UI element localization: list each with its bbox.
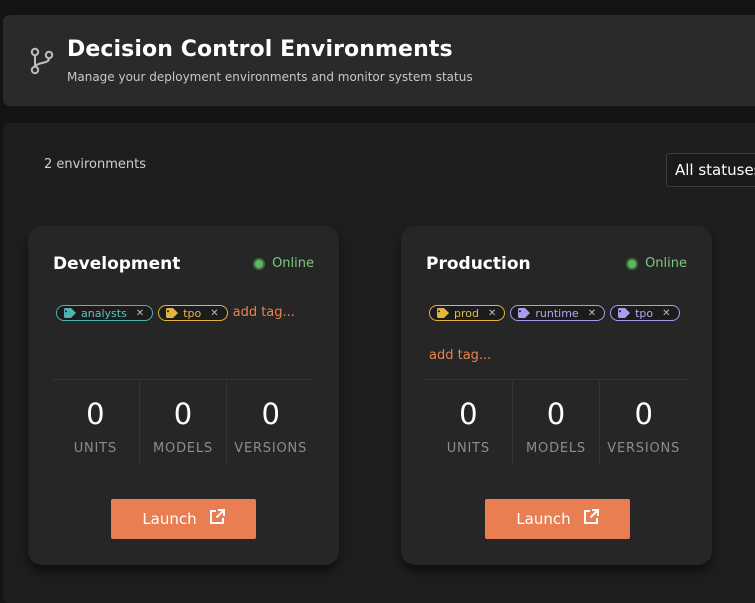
status-indicator: Online <box>255 256 314 271</box>
status-dot-icon <box>255 259 264 268</box>
add-tag-link[interactable]: add tag... <box>429 348 492 363</box>
add-tag-link[interactable]: add tag... <box>232 305 295 320</box>
stat-value: 0 <box>261 397 280 431</box>
page-subtitle: Manage your deployment environments and … <box>67 70 473 84</box>
stat-label: MODELS <box>153 441 213 456</box>
launch-label: Launch <box>516 510 571 528</box>
status-indicator: Online <box>628 256 687 271</box>
environment-card-development: Development Online analysts ✕ tpo ✕ add … <box>28 226 339 565</box>
remove-tag-icon[interactable]: ✕ <box>487 307 497 319</box>
remove-tag-icon[interactable]: ✕ <box>662 307 671 319</box>
environment-name: Production <box>426 254 531 274</box>
stat-value: 0 <box>634 397 653 431</box>
stat-models: 0 MODELS <box>513 380 601 466</box>
tag-icon <box>618 308 631 318</box>
status-label: Online <box>272 256 314 271</box>
stat-models: 0 MODELS <box>140 380 228 466</box>
tag-label: prod <box>454 306 479 320</box>
tag-chip[interactable]: tpo ✕ <box>158 305 228 321</box>
environment-card-production: Production Online prod ✕ runtime ✕ tpo ✕… <box>401 226 712 565</box>
stat-units: 0 UNITS <box>52 380 140 466</box>
stat-value: 0 <box>173 397 193 431</box>
stat-label: MODELS <box>526 441 586 456</box>
remove-tag-icon[interactable]: ✕ <box>587 307 597 319</box>
stat-label: VERSIONS <box>607 441 681 456</box>
stat-label: VERSIONS <box>234 441 308 456</box>
remove-tag-icon[interactable]: ✕ <box>210 307 219 319</box>
page-header: Decision Control Environments Manage you… <box>3 15 755 106</box>
environment-name: Development <box>53 254 181 274</box>
stat-label: UNITS <box>73 441 117 456</box>
status-filter-select[interactable]: All statuses <box>666 153 755 187</box>
tag-chip[interactable]: prod ✕ <box>429 305 506 321</box>
status-dot-icon <box>628 259 637 268</box>
tag-icon <box>166 308 179 318</box>
tag-list: prod ✕ runtime ✕ tpo ✕ add tag... <box>429 305 699 364</box>
page-title: Decision Control Environments <box>67 37 453 62</box>
git-branch-icon <box>30 47 54 75</box>
tag-label: analysts <box>81 306 127 320</box>
tag-list: analysts ✕ tpo ✕ add tag... <box>56 305 326 324</box>
stat-units: 0 UNITS <box>425 380 513 466</box>
tag-chip[interactable]: runtime ✕ <box>510 305 606 321</box>
launch-button[interactable]: Launch <box>485 499 630 539</box>
environment-count: 2 environments <box>44 157 146 172</box>
tag-icon <box>437 308 449 318</box>
tag-label: tpo <box>183 306 202 320</box>
stat-value: 0 <box>546 397 566 431</box>
tag-label: tpo <box>635 306 654 320</box>
launch-button[interactable]: Launch <box>111 499 256 539</box>
stat-label: UNITS <box>446 441 490 456</box>
stat-versions: 0 VERSIONS <box>227 380 314 466</box>
status-label: Online <box>645 256 687 271</box>
external-link-icon <box>583 509 599 524</box>
remove-tag-icon[interactable]: ✕ <box>135 307 145 319</box>
external-link-icon <box>209 509 225 524</box>
environments-panel: 2 environments All statuses Development … <box>3 123 755 603</box>
tag-icon <box>64 308 76 318</box>
launch-label: Launch <box>142 510 197 528</box>
environment-stats: 0 UNITS 0 MODELS 0 VERSIONS <box>425 379 687 466</box>
environment-stats: 0 UNITS 0 MODELS 0 VERSIONS <box>52 379 314 466</box>
tag-chip[interactable]: tpo ✕ <box>610 305 680 321</box>
tag-chip[interactable]: analysts ✕ <box>56 305 154 321</box>
tag-icon <box>518 308 531 318</box>
stat-value: 0 <box>459 397 478 431</box>
tag-label: runtime <box>535 306 579 320</box>
stat-versions: 0 VERSIONS <box>600 380 687 466</box>
stat-value: 0 <box>86 397 105 431</box>
